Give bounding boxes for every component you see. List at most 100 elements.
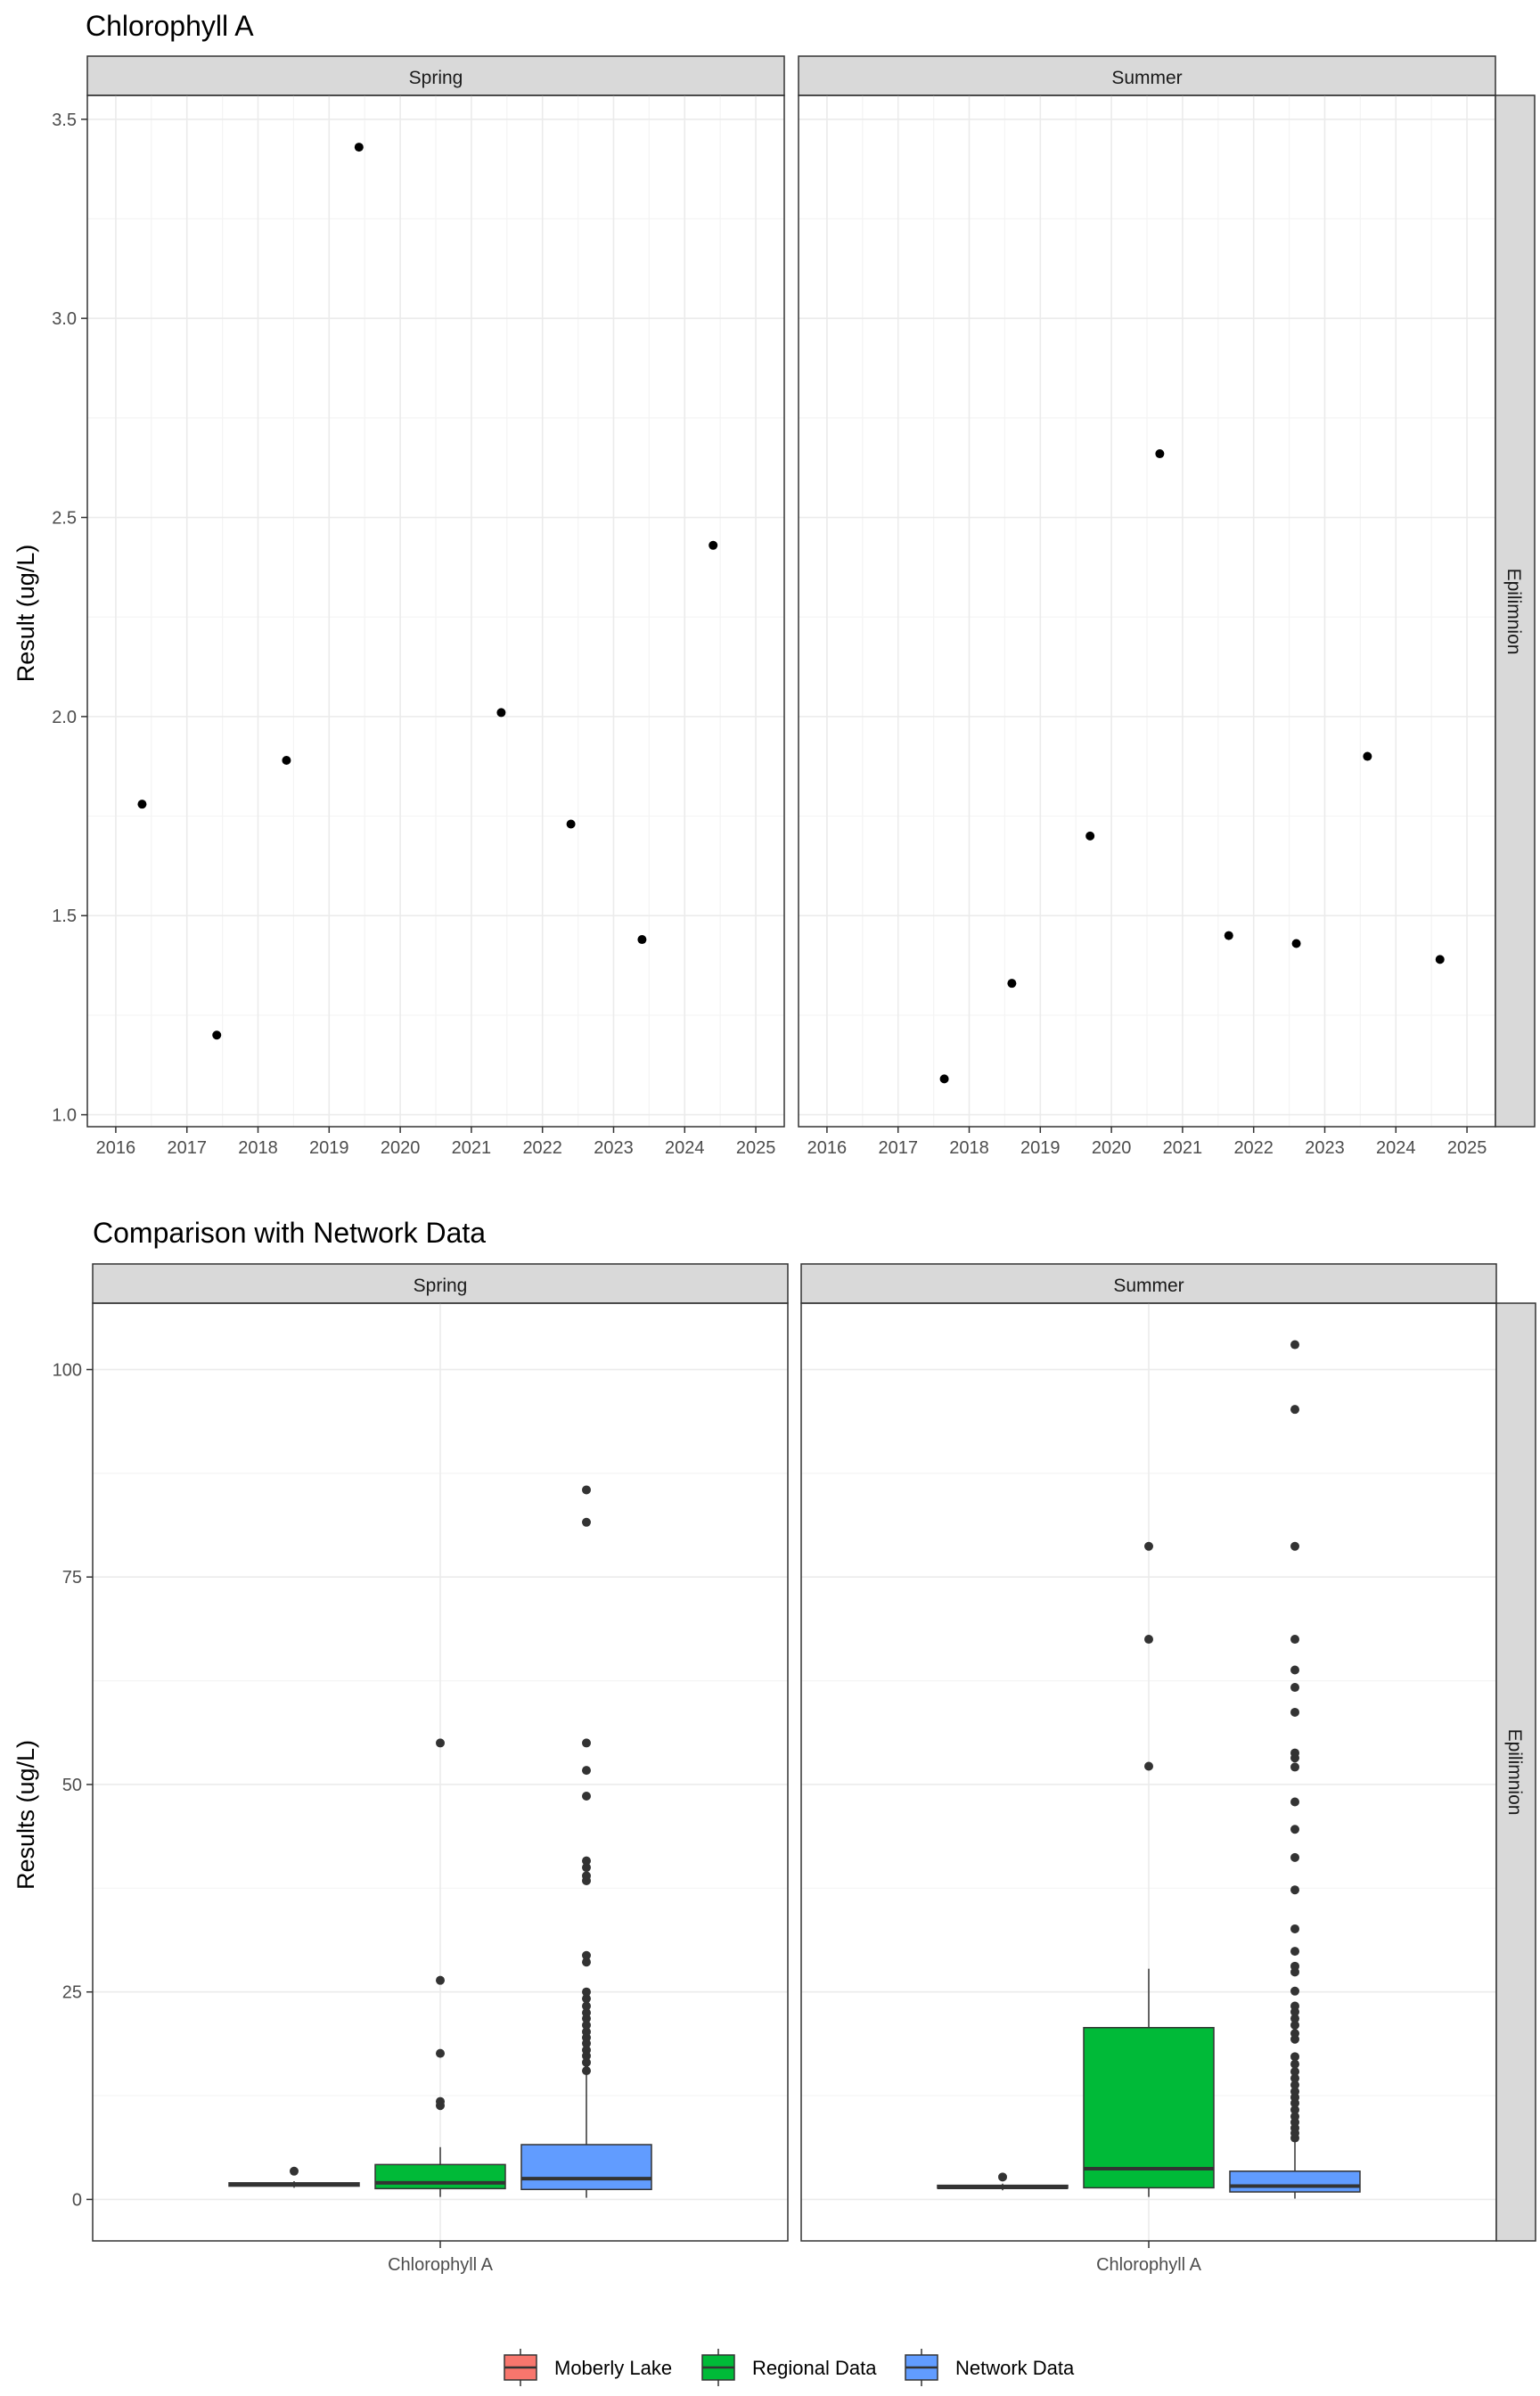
data-point <box>354 143 364 152</box>
y-tick-label: 100 <box>53 1360 82 1380</box>
box-network-data <box>520 1485 652 2198</box>
outlier-point <box>1290 1825 1299 1834</box>
row-strip-label-top: Epilimnion <box>1503 569 1524 655</box>
panel-border-spring-top <box>86 94 785 1128</box>
x-tick-label: 2019 <box>1020 1138 1061 1158</box>
scatter-y-axis-title: Result (ug/L) <box>12 545 39 683</box>
outlier-point <box>582 1994 591 2004</box>
y-tick-label: 1.5 <box>52 907 77 926</box>
data-point <box>282 756 291 766</box>
outlier-point <box>582 2066 591 2076</box>
outlier-point <box>582 1517 591 1527</box>
x-tick-label: 2024 <box>1376 1138 1416 1158</box>
outlier-point <box>582 1863 591 1873</box>
x-tick-label: 2016 <box>96 1138 136 1158</box>
outlier-point <box>1290 1635 1299 1645</box>
outlier-point <box>1290 1340 1299 1350</box>
outlier-point <box>1290 2067 1299 2077</box>
outlier-point <box>582 2001 591 2011</box>
box-moberly-lake <box>228 2166 360 2188</box>
data-point <box>939 1074 949 1084</box>
outlier-point <box>1290 1961 1299 1971</box>
outlier-point <box>1144 1541 1153 1551</box>
outlier-point <box>1290 1797 1299 1807</box>
data-point <box>1007 979 1017 989</box>
outlier-point <box>1290 2020 1299 2030</box>
outlier-point <box>1290 2073 1299 2083</box>
box-body <box>374 2163 506 2190</box>
data-point <box>496 708 506 718</box>
outlier-point <box>1290 2001 1299 2011</box>
outlier-point <box>436 1738 445 1748</box>
outlier-point <box>1144 1635 1153 1645</box>
data-point <box>1155 449 1165 459</box>
data-point <box>137 800 147 809</box>
strip-label-spring-bottom: Spring <box>414 1276 468 1296</box>
box-body <box>1229 2170 1361 2193</box>
outlier-point <box>582 2027 591 2037</box>
outlier-point <box>582 2007 591 2017</box>
data-point <box>1363 751 1372 761</box>
data-point <box>1435 955 1445 964</box>
box-plot-title: Comparison with Network Data <box>93 1217 486 1249</box>
outlier-point <box>1290 1852 1299 1862</box>
x-tick-label: 2018 <box>949 1138 989 1158</box>
box-regional-data <box>374 1738 506 2197</box>
x-tick-label: 2022 <box>522 1138 562 1158</box>
strip-label-spring-top: Spring <box>409 68 463 88</box>
outlier-point <box>1290 1541 1299 1551</box>
box-regional-data <box>1083 1541 1215 2197</box>
x-tick-label: 2020 <box>1092 1138 1132 1158</box>
x-tick-label: 2017 <box>167 1138 207 1158</box>
strip-summer-top <box>798 55 1496 96</box>
x-tick-label: 2021 <box>452 1138 492 1158</box>
data-point <box>1085 831 1095 841</box>
x-tick-label: 2020 <box>381 1138 421 1158</box>
scatter-y-ticks: 1.0 1.5 2.0 2.5 3.0 3.5 <box>52 111 87 1126</box>
legend-label-network-data: Network Data <box>955 2357 1075 2379</box>
strip-spring-top <box>86 55 785 96</box>
x-tick-label: 2016 <box>807 1138 848 1158</box>
outlier-point <box>582 1987 591 1997</box>
y-tick-label: 50 <box>62 1776 82 1795</box>
data-point <box>566 819 576 829</box>
box-body <box>520 2144 652 2191</box>
outlier-point <box>1290 2112 1299 2121</box>
outlier-point <box>582 1957 591 1967</box>
outlier-point <box>1290 1405 1299 1415</box>
box-summer-gridlines <box>801 1303 1496 2241</box>
outlier-point <box>582 2057 591 2067</box>
outlier-point <box>1290 1748 1299 1758</box>
strip-label-summer-bottom: Summer <box>1113 1276 1184 1296</box>
x-tick-label-spring-bottom: Chlorophyll A <box>388 2255 494 2275</box>
outlier-point <box>1290 1683 1299 1693</box>
outlier-point <box>582 1738 591 1748</box>
box-panel-summer: Summer Chlorophyll A <box>800 1263 1497 2275</box>
y-tick-label: 2.5 <box>52 509 77 529</box>
scatter-plot-title: Chlorophyll A <box>86 10 254 42</box>
data-point <box>709 540 718 550</box>
box-body <box>1083 2026 1215 2189</box>
outlier-point <box>1290 2014 1299 2023</box>
data-point <box>637 935 647 945</box>
outlier-point <box>1290 1707 1299 1717</box>
scatter-summer-points <box>939 449 1445 1084</box>
y-tick-label: 3.5 <box>52 111 77 130</box>
outlier-point <box>582 1871 591 1881</box>
strip-spring-bottom <box>92 1263 789 1304</box>
outlier-point <box>1290 2105 1299 2114</box>
outlier-point <box>1144 1761 1153 1771</box>
box-network-data <box>1229 1340 1361 2199</box>
box-y-axis-title: Results (ug/L) <box>12 1740 39 1890</box>
outlier-point <box>1290 1762 1299 1772</box>
y-tick-label: 25 <box>62 1983 82 2003</box>
y-tick-label: 2.0 <box>52 708 77 727</box>
data-point <box>212 1030 222 1040</box>
outlier-point <box>1290 1947 1299 1957</box>
outlier-point <box>582 1485 591 1495</box>
outlier-point <box>1290 2059 1299 2069</box>
outlier-point <box>1290 1986 1299 1996</box>
box-moberly-lake <box>937 2172 1069 2191</box>
